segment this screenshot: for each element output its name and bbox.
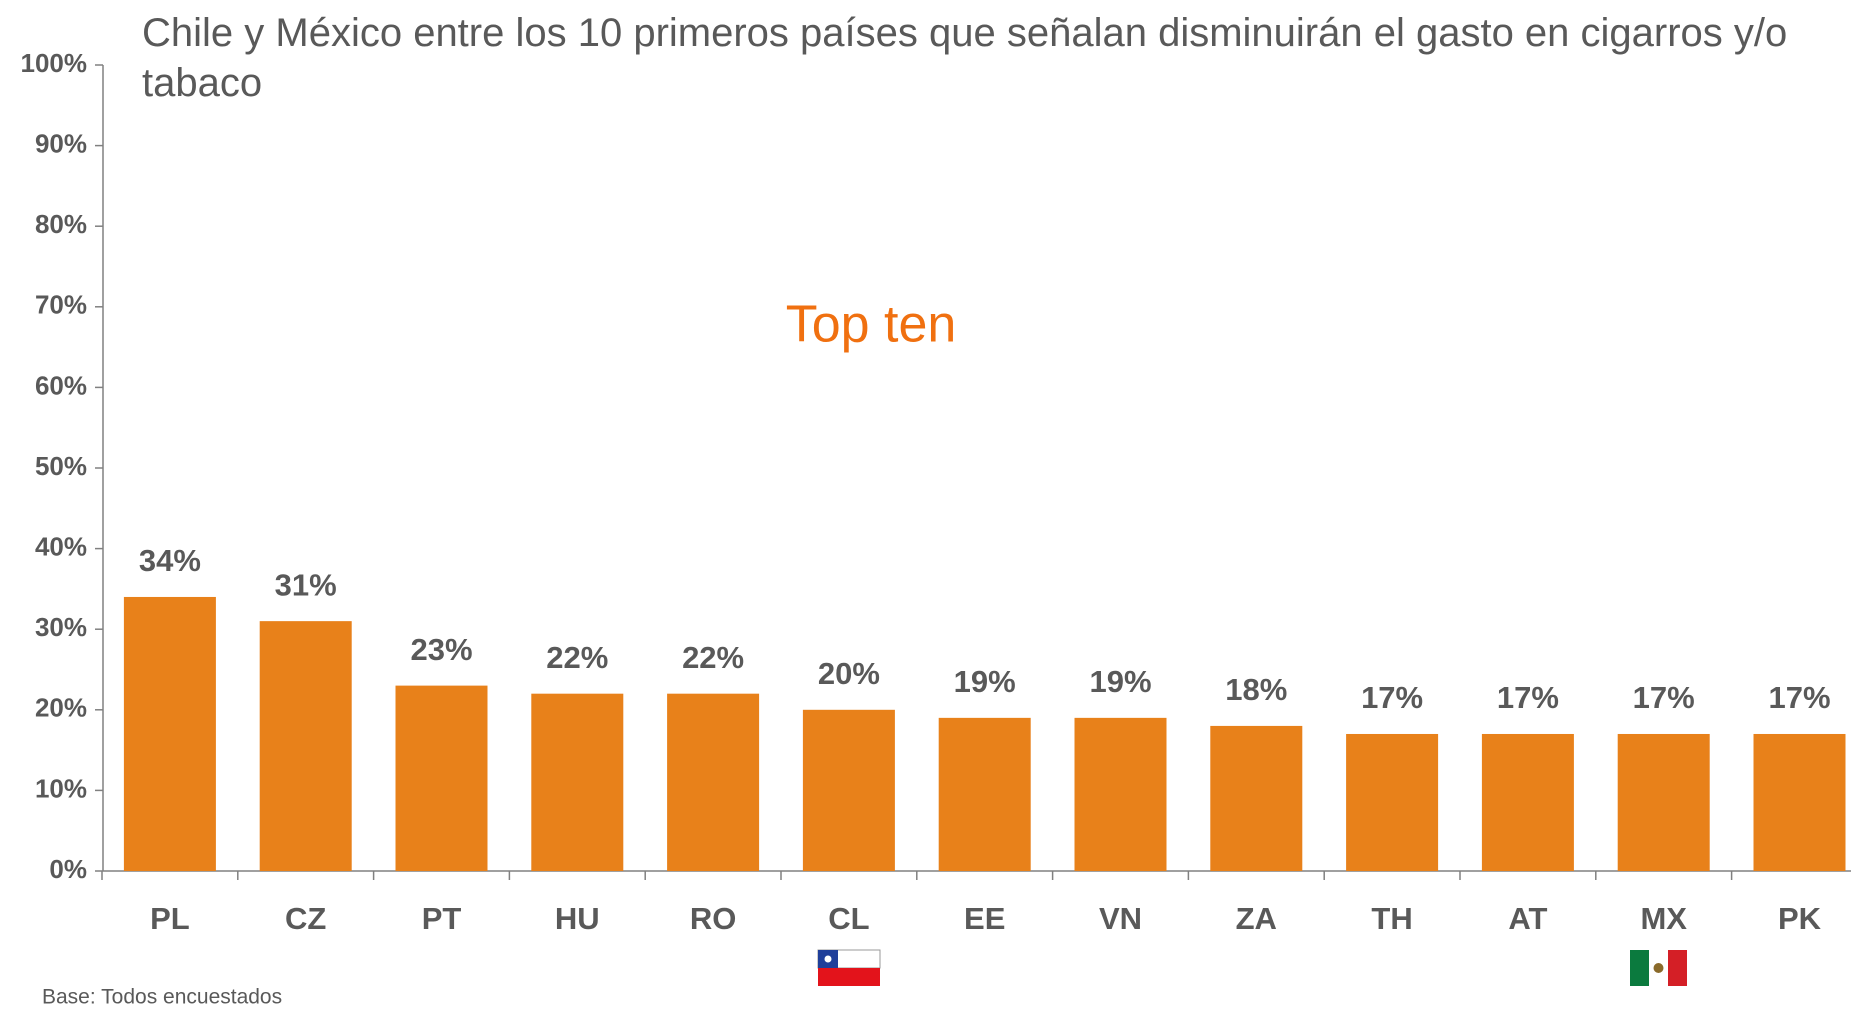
x-tick-label: MX: [1640, 901, 1687, 936]
y-tick-label: 0%: [49, 854, 87, 884]
value-label: 20%: [818, 656, 880, 691]
x-tick-label: PK: [1778, 901, 1822, 936]
x-tick-label: EE: [964, 901, 1005, 936]
bar: [395, 685, 488, 871]
value-label: 31%: [275, 567, 337, 602]
y-tick-label: 90%: [35, 128, 87, 158]
x-tick-label: RO: [690, 901, 737, 936]
value-label: 34%: [139, 543, 201, 578]
y-tick-label: 70%: [35, 290, 87, 320]
annotation: Top ten: [786, 296, 957, 354]
value-label: 22%: [682, 640, 744, 675]
bar: [1346, 733, 1439, 871]
bar: [1210, 725, 1303, 871]
value-label: 19%: [1089, 664, 1151, 699]
value-label: 19%: [954, 664, 1016, 699]
y-tick-label: 80%: [35, 209, 87, 239]
footnote: Base: Todos encuestados: [42, 986, 282, 1009]
y-tick-label: 100%: [21, 48, 88, 78]
x-tick-label: HU: [555, 901, 600, 936]
x-tick-label: ZA: [1236, 901, 1277, 936]
y-tick-label: 60%: [35, 370, 87, 400]
value-label: 17%: [1497, 680, 1559, 715]
value-label: 17%: [1361, 680, 1423, 715]
flag-mexico: [1630, 950, 1687, 986]
bar: [938, 717, 1031, 871]
bar: [531, 693, 624, 871]
y-tick-label: 30%: [35, 612, 87, 642]
value-label: 22%: [546, 640, 608, 675]
x-tick-label: CL: [828, 901, 869, 936]
bar: [1481, 733, 1574, 871]
bar: [1753, 733, 1846, 871]
y-tick-label: 10%: [35, 773, 87, 803]
y-tick-label: 20%: [35, 693, 87, 723]
value-label: 18%: [1225, 672, 1287, 707]
bar: [1074, 717, 1167, 871]
bar: [259, 621, 352, 871]
flag-chile: [817, 949, 881, 986]
bar: [667, 693, 760, 871]
bar: [802, 709, 895, 871]
x-tick-label: AT: [1508, 901, 1547, 936]
chart-title: Chile y México entre los 10 primeros paí…: [142, 11, 1788, 105]
x-tick-label: PT: [422, 901, 462, 936]
y-tick-label: 50%: [35, 451, 87, 481]
x-tick-label: VN: [1099, 901, 1142, 936]
x-tick-label: TH: [1371, 901, 1412, 936]
value-label: 17%: [1768, 680, 1830, 715]
value-label: 17%: [1633, 680, 1695, 715]
bar: [123, 596, 216, 871]
y-tick-label: 40%: [35, 531, 87, 561]
value-label: 23%: [410, 632, 472, 667]
x-tick-label: PL: [150, 901, 190, 936]
bar: [1617, 733, 1710, 871]
x-tick-label: CZ: [285, 901, 326, 936]
